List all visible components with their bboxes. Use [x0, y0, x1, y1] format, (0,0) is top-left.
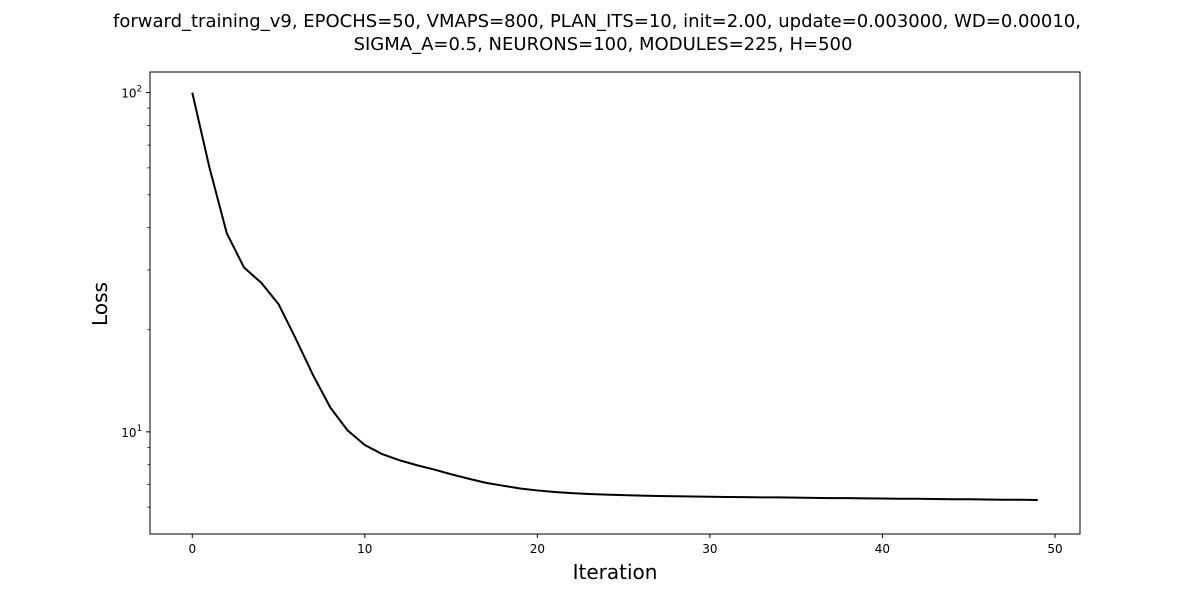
y-tick-label: 101	[121, 424, 142, 440]
y-tick-label: 102	[121, 85, 142, 101]
x-axis-label: Iteration	[573, 560, 658, 584]
loss-series-line	[191, 92, 1038, 501]
x-tick-label: 50	[1047, 542, 1062, 556]
x-tick-label: 30	[702, 542, 717, 556]
x-tick-label: 10	[357, 542, 372, 556]
y-axis-ticks: 101 102	[121, 85, 150, 508]
plot-area-frame	[149, 71, 1081, 535]
x-tick-label: 0	[188, 542, 196, 556]
x-axis-ticks: 0 10 20 30 40 50	[188, 534, 1063, 556]
x-tick-label: 20	[530, 542, 545, 556]
x-tick-label: 40	[875, 542, 890, 556]
chart-title-line-2: SIGMA_A=0.5, NEURONS=100, MODULES=225, H…	[354, 34, 853, 55]
y-axis-label: Loss	[88, 282, 112, 326]
series-layer	[191, 92, 1038, 501]
chart-title-line-1: forward_training_v9, EPOCHS=50, VMAPS=80…	[113, 11, 1081, 32]
